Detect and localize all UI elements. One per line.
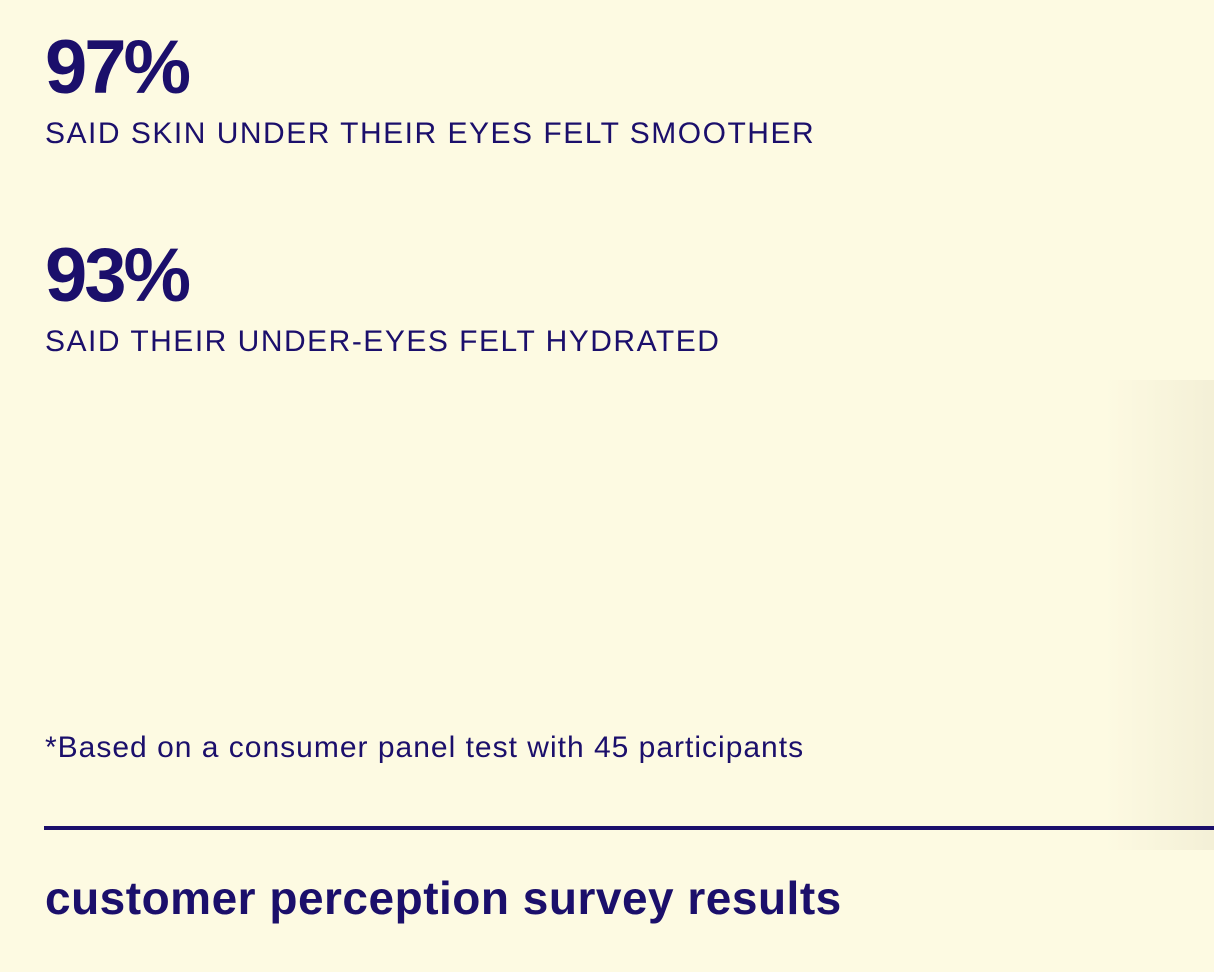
stat-label: SAID THEIR UNDER-EYES FELT HYDRATED (45, 325, 721, 358)
stat-label: SAID SKIN UNDER THEIR EYES FELT SMOOTHER (45, 117, 816, 150)
stat-value: 97% (45, 25, 191, 110)
survey-footnote: *Based on a consumer panel test with 45 … (45, 731, 805, 764)
edge-shadow (1104, 380, 1214, 850)
stat-smoother: 97% SAID SKIN UNDER THEIR EYES FELT SMOO… (45, 28, 815, 152)
stat-hydrated: 93% SAID THEIR UNDER-EYES FELT HYDRATED (45, 236, 720, 360)
section-title[interactable]: customer perception survey results (45, 872, 842, 924)
section-divider (44, 826, 1214, 830)
stat-value: 93% (45, 233, 191, 318)
